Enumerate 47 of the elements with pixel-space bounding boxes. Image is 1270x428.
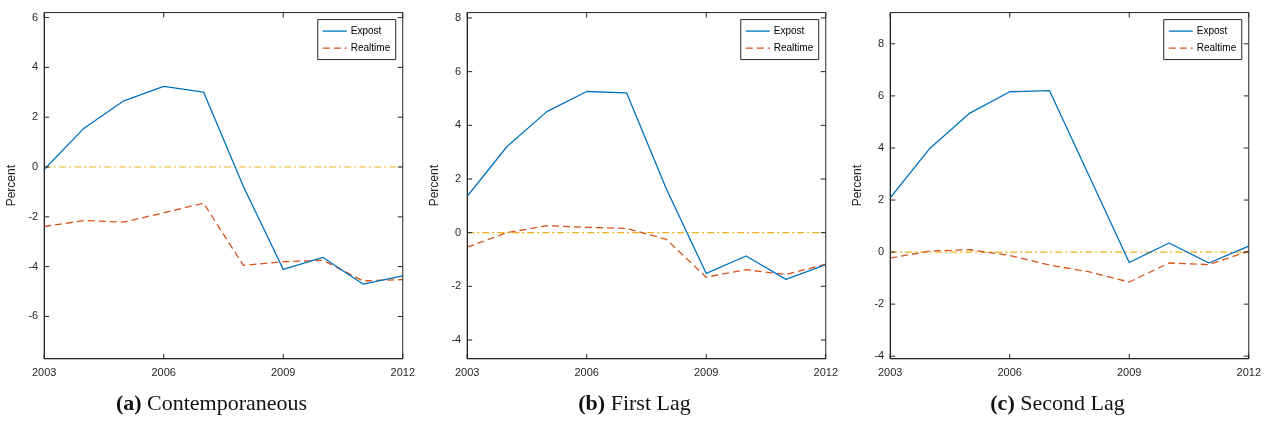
text: (b) First Lag <box>577 390 692 416</box>
y-tick-label: 0 <box>32 160 39 173</box>
x-tick-label: 2003 <box>31 366 57 379</box>
x-tick-label: 2012 <box>1236 366 1262 379</box>
legend-label: Realtime <box>1196 41 1237 53</box>
legend-label: Expost <box>773 24 805 36</box>
y-tick-label: 8 <box>878 36 885 49</box>
y-axis-title: Percent <box>849 164 864 207</box>
x-tick-label: 2006 <box>151 366 176 379</box>
y-tick-label: 6 <box>32 10 39 23</box>
y-tick-label: 2 <box>455 172 462 185</box>
text: (c) Second Lag <box>989 390 1126 416</box>
y-tick-label: 4 <box>32 60 39 73</box>
y-tick-label: 2 <box>878 193 885 206</box>
legend-label: Realtime <box>350 41 391 53</box>
y-axis-title: Percent <box>3 164 18 207</box>
x-tick-label: 2009 <box>1116 366 1142 379</box>
line-series <box>44 202 403 282</box>
y-tick-label: -2 <box>451 279 462 292</box>
legend-label: Realtime <box>773 41 814 53</box>
legend-label: Expost <box>350 24 382 36</box>
y-tick-label: -2 <box>28 209 39 222</box>
y-tick-label: 8 <box>455 11 462 23</box>
x-tick-label: 2006 <box>574 366 599 379</box>
text: (a) Contemporaneous <box>114 390 309 416</box>
line-series <box>467 225 826 278</box>
y-tick-label: 0 <box>455 225 462 238</box>
y-tick-label: -6 <box>28 309 39 322</box>
y-tick-label: -4 <box>28 259 39 272</box>
x-tick-label: 2006 <box>997 366 1022 379</box>
x-tick-label: 2003 <box>877 366 903 379</box>
legend-label: Expost <box>1196 24 1228 36</box>
y-tick-label: -4 <box>451 333 462 346</box>
y-axis-title: Percent <box>426 164 441 207</box>
y-tick-label: 4 <box>455 118 462 131</box>
x-tick-label: 2003 <box>454 366 480 379</box>
x-tick-label: 2009 <box>693 366 719 379</box>
x-tick-label: 2009 <box>270 366 296 379</box>
y-tick-label: 6 <box>455 64 462 77</box>
y-tick-label: 4 <box>878 140 885 153</box>
y-tick-label: 6 <box>878 88 885 101</box>
x-tick-label: 2012 <box>813 366 839 379</box>
x-tick-label: 2012 <box>390 366 416 379</box>
y-tick-label: -2 <box>874 297 885 310</box>
y-tick-label: 0 <box>878 245 885 258</box>
y-tick-label: -4 <box>874 349 885 362</box>
y-tick-label: 2 <box>32 110 39 123</box>
